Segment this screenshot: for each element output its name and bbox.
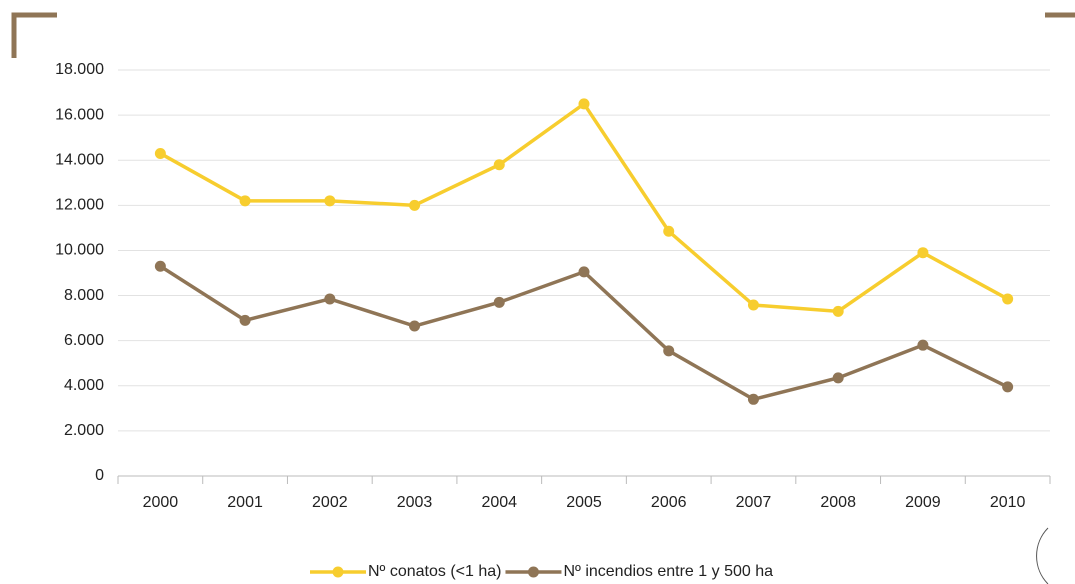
point bbox=[1002, 381, 1014, 393]
legend-marker bbox=[332, 566, 344, 578]
point bbox=[578, 98, 590, 110]
y-tick-label: 10.000 bbox=[55, 242, 104, 259]
y-tick-label: 4.000 bbox=[64, 377, 104, 394]
point bbox=[409, 320, 421, 332]
y-tick-label: 0 bbox=[95, 467, 104, 484]
point bbox=[239, 195, 251, 207]
point bbox=[663, 225, 675, 237]
y-tick-label: 6.000 bbox=[64, 332, 104, 349]
y-tick-label: 14.000 bbox=[55, 151, 104, 168]
x-tick-label: 2003 bbox=[397, 494, 433, 511]
legend-marker bbox=[527, 566, 539, 578]
series-line bbox=[159, 264, 1009, 402]
corner-decoration bbox=[1036, 527, 1049, 584]
point bbox=[747, 393, 759, 405]
point bbox=[832, 372, 844, 384]
x-tick-label: 2004 bbox=[481, 494, 517, 511]
point bbox=[493, 159, 505, 171]
x-tick-label: 2006 bbox=[651, 494, 687, 511]
point bbox=[832, 305, 844, 317]
point bbox=[663, 345, 675, 357]
point bbox=[239, 314, 251, 326]
x-tick-label: 2002 bbox=[312, 494, 348, 511]
y-tick-label: 2.000 bbox=[64, 422, 104, 439]
corner-decoration bbox=[11, 12, 57, 58]
point bbox=[917, 339, 929, 351]
point bbox=[578, 266, 590, 278]
x-tick-label: 2001 bbox=[227, 494, 263, 511]
point bbox=[493, 296, 505, 308]
x-tick-label: 2000 bbox=[143, 494, 179, 511]
point bbox=[324, 293, 336, 305]
point bbox=[154, 147, 166, 159]
y-tick-label: 18.000 bbox=[55, 61, 104, 78]
x-tick-label: 2010 bbox=[990, 494, 1026, 511]
series-line bbox=[159, 101, 1009, 314]
y-tick-label: 12.000 bbox=[55, 197, 104, 214]
point bbox=[154, 260, 166, 272]
point bbox=[324, 195, 336, 207]
x-tick-label: 2009 bbox=[905, 494, 941, 511]
point bbox=[409, 199, 421, 211]
x-tick-label: 2008 bbox=[820, 494, 856, 511]
point bbox=[747, 299, 759, 311]
legend-label: Nº incendios entre 1 y 500 ha bbox=[563, 563, 773, 580]
y-tick-label: 16.000 bbox=[55, 106, 104, 123]
x-tick-label: 2005 bbox=[566, 494, 602, 511]
x-tick-label: 2007 bbox=[736, 494, 772, 511]
point bbox=[917, 247, 929, 259]
y-tick-label: 8.000 bbox=[64, 287, 104, 304]
legend-label: Nº conatos (<1 ha) bbox=[368, 563, 501, 580]
point bbox=[1002, 293, 1014, 305]
